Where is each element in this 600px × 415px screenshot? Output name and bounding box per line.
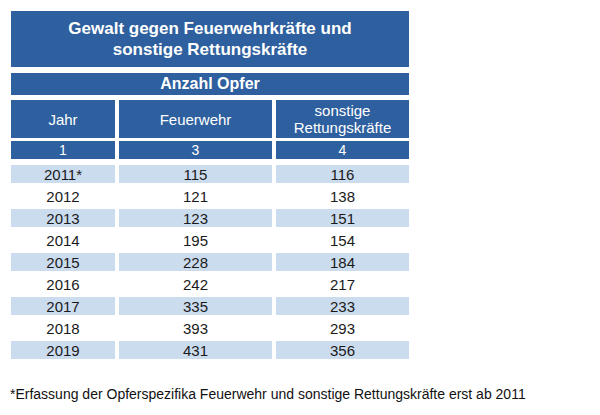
feuerwehr-value-cell: 431 (119, 339, 272, 361)
statistics-table-page: Gewalt gegen Feuerwehrkräfte und sonstig… (0, 0, 600, 415)
feuerwehr-value-cell: 335 (119, 295, 272, 317)
rettungskraefte-value-cell: 154 (276, 229, 409, 251)
column-number-3: 3 (119, 141, 272, 159)
year-cell: 2019 (11, 339, 115, 361)
feuerwehr-value-cell: 121 (119, 185, 272, 207)
rettungskraefte-value-cell: 138 (276, 185, 409, 207)
year-cell: 2017 (11, 295, 115, 317)
rettungskraefte-value-cell: 293 (276, 317, 409, 339)
rettungskraefte-value-cell: 217 (276, 273, 409, 295)
rettungskraefte-value-cell: 151 (276, 207, 409, 229)
feuerwehr-value-cell: 393 (119, 317, 272, 339)
year-cell: 2016 (11, 273, 115, 295)
feuerwehr-value-cell: 195 (119, 229, 272, 251)
column-number-row: 1 3 4 (11, 141, 409, 159)
column-number-4: 4 (276, 141, 409, 159)
rettungskraefte-value-cell: 233 (276, 295, 409, 317)
year-cell: 2014 (11, 229, 115, 251)
rettungskraefte-value-cell: 356 (276, 339, 409, 361)
column-header-rettungskraefte: sonstige Rettungskräfte (276, 100, 409, 138)
column-header-jahr: Jahr (11, 100, 115, 138)
feuerwehr-value-cell: 242 (119, 273, 272, 295)
table-row: 2017 335 233 (11, 295, 409, 317)
year-cell: 2013 (11, 207, 115, 229)
table-row: 2012 121 138 (11, 185, 409, 207)
year-cell: 2015 (11, 251, 115, 273)
year-cell: 2012 (11, 185, 115, 207)
year-cell: 2018 (11, 317, 115, 339)
table-subtitle: Anzahl Opfer (11, 73, 409, 95)
table-row: 2018 393 293 (11, 317, 409, 339)
victims-table: Gewalt gegen Feuerwehrkräfte und sonstig… (11, 11, 409, 361)
column-header-feuerwehr: Feuerwehr (119, 100, 272, 138)
table-row: 2019 431 356 (11, 339, 409, 361)
table-row: 2011* 115 116 (11, 163, 409, 185)
rettungskraefte-value-cell: 184 (276, 251, 409, 273)
feuerwehr-value-cell: 123 (119, 207, 272, 229)
table-row: 2014 195 154 (11, 229, 409, 251)
header-row: Jahr Feuerwehr sonstige Rettungskräfte (11, 100, 409, 138)
table-row: 2013 123 151 (11, 207, 409, 229)
year-cell: 2011* (11, 163, 115, 185)
feuerwehr-value-cell: 228 (119, 251, 272, 273)
column-number-1: 1 (11, 141, 115, 159)
table-title: Gewalt gegen Feuerwehrkräfte und sonstig… (11, 11, 409, 67)
table-row: 2016 242 217 (11, 273, 409, 295)
footnote-text: *Erfassung der Opferspezifika Feuerwehr … (10, 386, 526, 402)
table-row: 2015 228 184 (11, 251, 409, 273)
rettungskraefte-value-cell: 116 (276, 163, 409, 185)
feuerwehr-value-cell: 115 (119, 163, 272, 185)
